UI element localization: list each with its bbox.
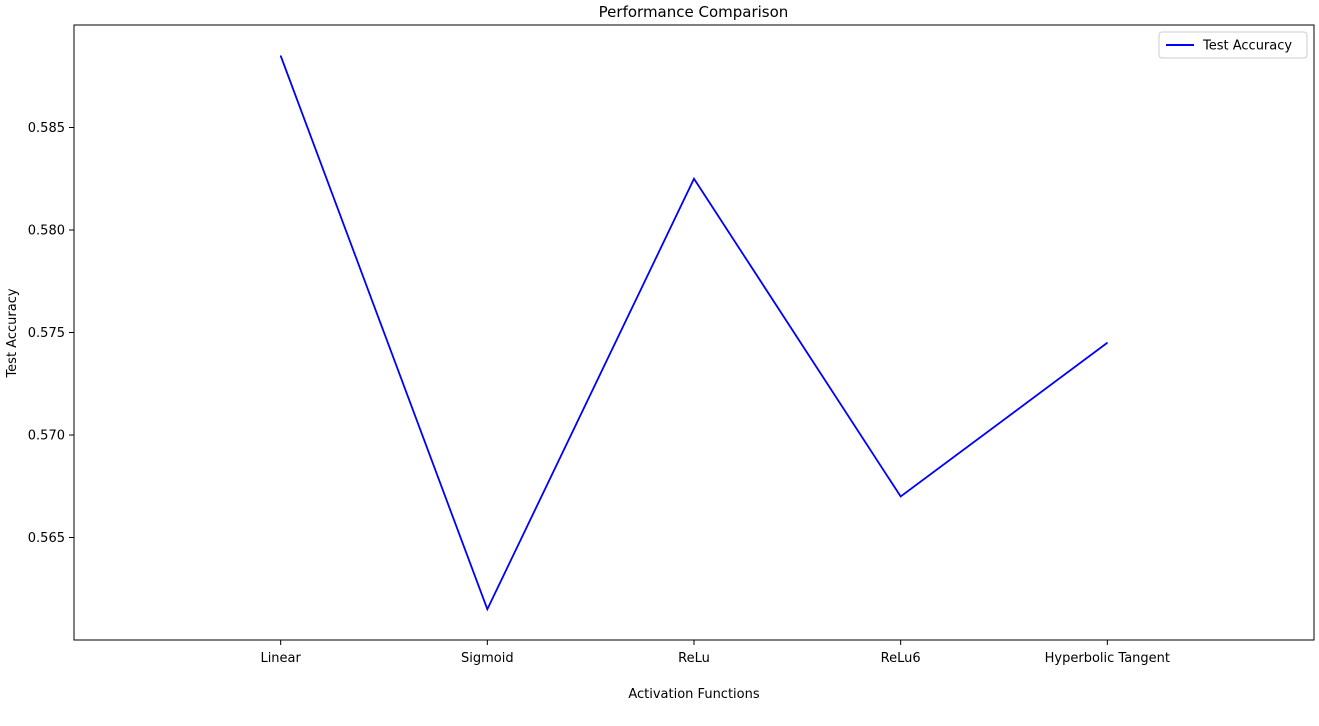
y-tick-label: 0.565 xyxy=(28,531,65,546)
x-tick-label: ReLu6 xyxy=(881,651,921,666)
legend-label: Test Accuracy xyxy=(1202,39,1292,54)
legend-box xyxy=(1158,31,1308,59)
data-point xyxy=(693,178,695,180)
chart-title: Performance Comparison xyxy=(599,3,789,21)
x-axis-label: Activation Functions xyxy=(628,687,760,702)
x-tick-label: Sigmoid xyxy=(461,651,514,666)
series-line-test-accuracy xyxy=(279,55,1108,612)
x-tick-label: Linear xyxy=(260,651,301,666)
x-tick-label: Hyperbolic Tangent xyxy=(1045,651,1170,666)
data-point xyxy=(280,55,282,57)
x-tick-label: ReLu xyxy=(678,651,710,666)
y-tick-label: 0.580 xyxy=(28,224,65,239)
y-tick-label: 0.585 xyxy=(28,121,65,136)
legend: Test Accuracy xyxy=(1158,31,1308,59)
data-point xyxy=(900,496,902,497)
y-tick-label: 0.575 xyxy=(28,326,65,341)
plot-area-frame xyxy=(73,24,1315,641)
y-axis-ticks: 0.565 0.570 0.575 0.580 0.585 xyxy=(28,121,74,546)
series-layer xyxy=(279,55,1108,612)
data-point xyxy=(1106,342,1108,344)
data-point xyxy=(486,608,488,610)
x-axis-ticks: Linear Sigmoid ReLu ReLu6 Hyperbolic Tangent xyxy=(260,640,1170,666)
y-tick-label: 0.570 xyxy=(28,429,65,444)
y-axis-label: Test Accuracy xyxy=(5,288,20,378)
